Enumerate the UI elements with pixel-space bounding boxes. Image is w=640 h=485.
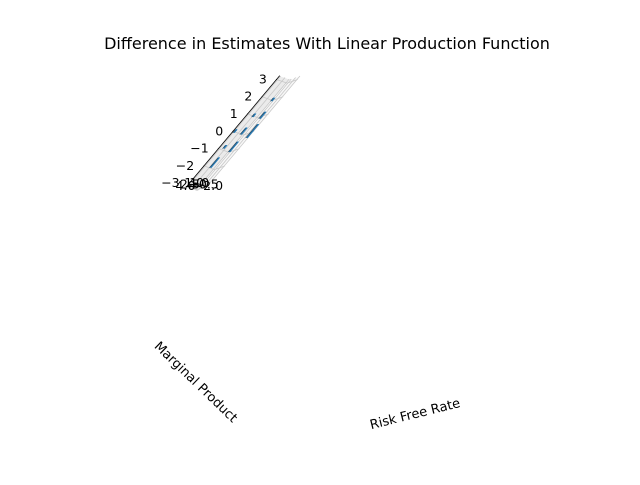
z-tick-label: −1 (190, 141, 208, 156)
z-tick-label: −2 (176, 158, 194, 173)
chart-title: Difference in Estimates With Linear Prod… (104, 34, 550, 53)
z-tick-label: −3 (161, 175, 179, 190)
z-tick-label: 0 (215, 123, 223, 138)
y-axis-label: Marginal Product (151, 339, 240, 426)
z-tick-label: 3 (259, 71, 267, 86)
z-tick-label: 2 (244, 89, 252, 104)
z-tick-label: 1 (230, 106, 238, 121)
x-axis-label: Risk Free Rate (368, 396, 461, 433)
